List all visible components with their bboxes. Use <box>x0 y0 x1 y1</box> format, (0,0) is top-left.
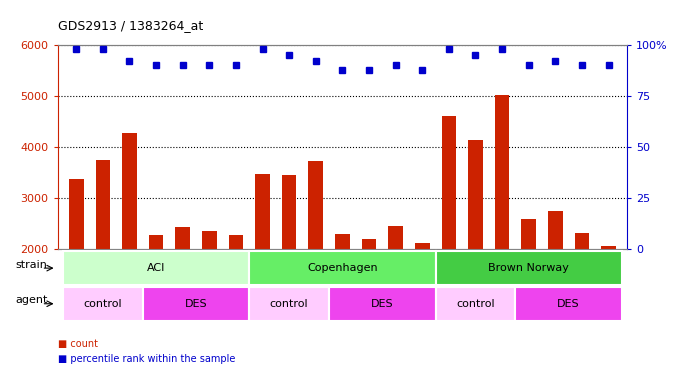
Text: DES: DES <box>557 299 580 309</box>
Text: DES: DES <box>184 299 207 309</box>
Bar <box>361 238 376 351</box>
Text: control: control <box>270 299 308 309</box>
Text: Brown Norway: Brown Norway <box>488 263 569 273</box>
Bar <box>202 231 217 351</box>
Bar <box>574 233 589 351</box>
Text: GDS2913 / 1383264_at: GDS2913 / 1383264_at <box>58 19 203 32</box>
Bar <box>441 116 456 351</box>
Text: DES: DES <box>371 299 394 309</box>
Bar <box>69 179 83 351</box>
Bar <box>250 251 435 285</box>
Bar <box>250 287 329 321</box>
Text: ■ percentile rank within the sample: ■ percentile rank within the sample <box>58 354 235 364</box>
Bar <box>468 140 483 351</box>
Bar <box>63 251 250 285</box>
Bar <box>329 287 435 321</box>
Bar <box>495 95 509 351</box>
Bar <box>176 227 190 351</box>
Text: Copenhagen: Copenhagen <box>307 263 378 273</box>
Bar <box>335 234 350 351</box>
Bar <box>143 287 250 321</box>
Text: control: control <box>456 299 495 309</box>
Bar <box>96 160 111 351</box>
Bar <box>435 287 515 321</box>
Bar <box>122 133 137 351</box>
Bar <box>148 235 163 351</box>
Text: ■ count: ■ count <box>58 339 98 350</box>
Bar <box>548 211 563 351</box>
Text: control: control <box>83 299 122 309</box>
Bar <box>521 219 536 351</box>
Bar <box>601 246 616 351</box>
Bar <box>282 175 296 351</box>
Bar <box>308 162 323 351</box>
Bar <box>255 174 270 351</box>
Bar <box>228 235 243 351</box>
Text: ACI: ACI <box>147 263 165 273</box>
Bar <box>435 251 622 285</box>
Bar <box>388 226 403 351</box>
Bar <box>515 287 622 321</box>
Text: strain: strain <box>16 260 47 270</box>
Text: agent: agent <box>16 296 48 305</box>
Bar <box>63 287 143 321</box>
Bar <box>415 243 430 351</box>
